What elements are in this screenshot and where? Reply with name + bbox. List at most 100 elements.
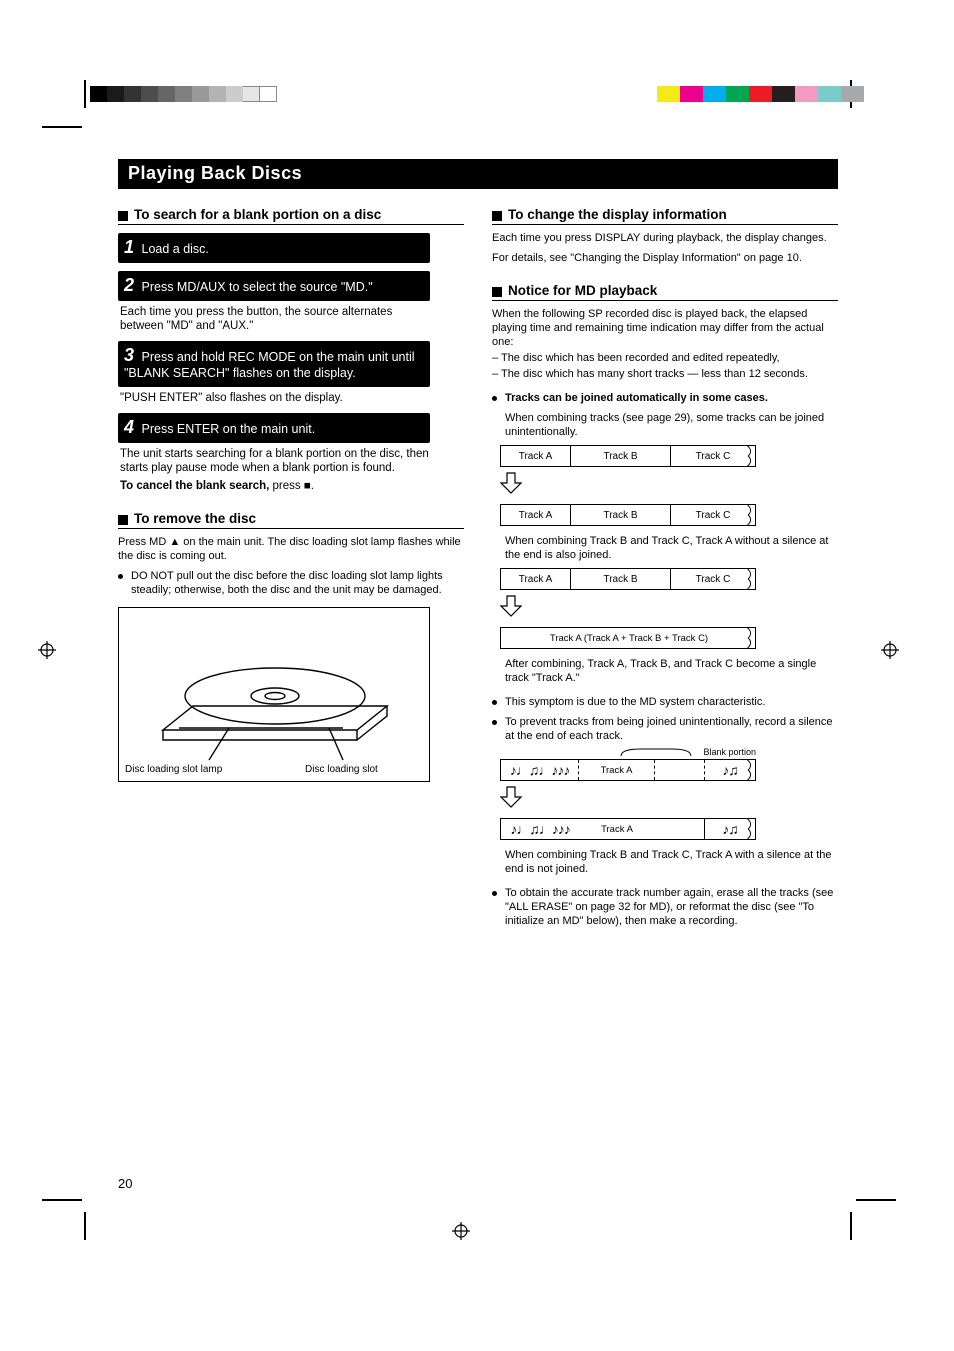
torn-edge-icon	[746, 504, 756, 526]
seq-cell: Track A (Track A + Track B + Track C)	[501, 628, 755, 648]
bullet-item: To obtain the accurate track number agai…	[492, 886, 838, 928]
seq-cell: Track B	[571, 505, 671, 525]
step-note: To cancel the blank search, press ■.	[118, 479, 430, 493]
square-bullet-icon	[492, 211, 502, 221]
document-page: Playing Back Discs To search for a blank…	[0, 0, 954, 1351]
seq-cell: Track B	[571, 569, 671, 589]
square-bullet-icon	[118, 211, 128, 221]
torn-edge-icon	[746, 568, 756, 590]
left-column: To search for a blank portion on a disc …	[118, 199, 464, 928]
registration-mark-icon	[881, 641, 899, 659]
bullet-dot-icon	[492, 700, 497, 705]
seq-row: Track A (Track A + Track B + Track C)	[500, 627, 756, 649]
bullet-item: DO NOT pull out the disc before the disc…	[118, 569, 464, 597]
registration-mark-icon	[38, 641, 56, 659]
tick	[84, 1212, 86, 1240]
seq-cell: Track C	[671, 446, 755, 466]
step-note: "PUSH ENTER" also flashes on the display…	[118, 391, 430, 405]
bullet-dot-icon	[118, 574, 123, 579]
section-title: Notice for MD playback	[508, 283, 657, 298]
section-title: To search for a blank portion on a disc	[134, 207, 381, 222]
section-heading: To remove the disc	[118, 511, 464, 529]
torn-edge-icon	[746, 627, 756, 649]
seq-row: Track A Track B Track C	[500, 568, 756, 590]
bullet-text: Tracks can be joined automatically in so…	[505, 391, 768, 405]
section-title: To remove the disc	[134, 511, 256, 526]
track-sequence-diagram: ♪♩♫♩♪♪♪ Track A ♪♫ ♪♩♫♩♪♪♪ Track A ♪♫	[500, 759, 756, 840]
paragraph: When combining Track B and Track C, Trac…	[492, 848, 838, 876]
step-box: 4 Press ENTER on the main unit.	[118, 413, 430, 443]
arrow-down-icon	[500, 594, 522, 618]
bracket-label-text: Blank portion	[703, 747, 756, 757]
track-sequence-diagram: Track A Track B Track C Track A Track B …	[500, 445, 756, 526]
paragraph: – The disc which has many short tracks —…	[492, 367, 838, 381]
paragraph: When combining Track B and Track C, Trac…	[492, 534, 838, 562]
page-title: Playing Back Discs	[118, 159, 838, 189]
paragraph: When combining tracks (see page 29), som…	[492, 411, 838, 439]
bullet-text: To obtain the accurate track number agai…	[505, 886, 838, 928]
right-column: To change the display information Each t…	[492, 199, 838, 928]
paragraph: Press MD ▲ on the main unit. The disc lo…	[118, 535, 464, 563]
tick	[856, 1199, 896, 1201]
bullet-dot-icon	[492, 396, 497, 401]
columns: To search for a blank portion on a disc …	[118, 199, 838, 928]
color-bar	[657, 86, 864, 102]
grayscale-bar	[90, 86, 277, 102]
torn-edge-icon	[746, 759, 756, 781]
bullet-text: To prevent tracks from being joined unin…	[505, 715, 838, 743]
paragraph: – The disc which has been recorded and e…	[492, 351, 838, 365]
seq-row: Track A Track B Track C	[500, 504, 756, 526]
seq-cell: Track C	[671, 569, 755, 589]
arrow-down-icon	[500, 471, 522, 495]
seq-row: Track A Track B Track C	[500, 445, 756, 467]
square-bullet-icon	[118, 515, 128, 525]
step-note: The unit starts searching for a blank po…	[118, 447, 430, 475]
bracket-label: Blank portion	[500, 745, 756, 757]
seq-cell: Track A	[579, 760, 655, 780]
section-title: To change the display information	[508, 207, 727, 222]
seq-cell	[655, 760, 705, 780]
figure-disc-slot: Disc loading slot lamp Disc loading slot	[118, 607, 430, 782]
section-heading: To change the display information	[492, 207, 838, 225]
disc-slot-illustration: Disc loading slot lamp Disc loading slot	[119, 608, 431, 783]
seq-row: ♪♩♫♩♪♪♪ Track A ♪♫	[500, 818, 756, 840]
page-number: 20	[118, 1176, 132, 1191]
seq-cell: Track C	[671, 505, 755, 525]
arrow-down-icon	[500, 785, 522, 809]
paragraph: Each time you press DISPLAY during playb…	[492, 231, 838, 245]
seq-cell	[655, 819, 705, 839]
seq-cell: Track A	[501, 446, 571, 466]
seq-cell: Track A	[501, 505, 571, 525]
figure-label: Disc loading slot lamp	[125, 764, 223, 775]
paragraph: When the following SP recorded disc is p…	[492, 307, 838, 349]
step-note: Each time you press the button, the sour…	[118, 305, 430, 333]
tick	[42, 1199, 82, 1201]
section-heading: To search for a blank portion on a disc	[118, 207, 464, 225]
bullet-item: This symptom is due to the MD system cha…	[492, 695, 838, 709]
registration-mark-icon	[452, 1222, 470, 1240]
section-heading: Notice for MD playback	[492, 283, 838, 301]
seq-cell: Track A	[579, 819, 655, 839]
paragraph: For details, see "Changing the Display I…	[492, 251, 838, 265]
topmarks	[0, 78, 954, 118]
figure-label: Disc loading slot	[305, 764, 378, 775]
paragraph: After combining, Track A, Track B, and T…	[492, 657, 838, 685]
tick	[850, 1212, 852, 1240]
music-notes-icon: ♪♩♫♩♪♪♪	[501, 819, 579, 839]
bullet-item: To prevent tracks from being joined unin…	[492, 715, 838, 743]
tick	[42, 126, 82, 128]
bullet-dot-icon	[492, 720, 497, 725]
seq-cell: Track A	[501, 569, 571, 589]
seq-row: ♪♩♫♩♪♪♪ Track A ♪♫	[500, 759, 756, 781]
torn-edge-icon	[746, 445, 756, 467]
bullet-dot-icon	[492, 891, 497, 896]
square-bullet-icon	[492, 287, 502, 297]
step-box: 1 Load a disc.	[118, 233, 430, 263]
bullet-text: This symptom is due to the MD system cha…	[505, 695, 765, 709]
track-sequence-diagram: Track A Track B Track C Track A (Track A…	[500, 568, 756, 649]
step-box: 2 Press MD/AUX to select the source "MD.…	[118, 271, 430, 301]
music-notes-icon: ♪♩♫♩♪♪♪	[501, 760, 579, 780]
seq-cell: Track B	[571, 446, 671, 466]
step-box: 3 Press and hold REC MODE on the main un…	[118, 341, 430, 387]
torn-edge-icon	[746, 818, 756, 840]
